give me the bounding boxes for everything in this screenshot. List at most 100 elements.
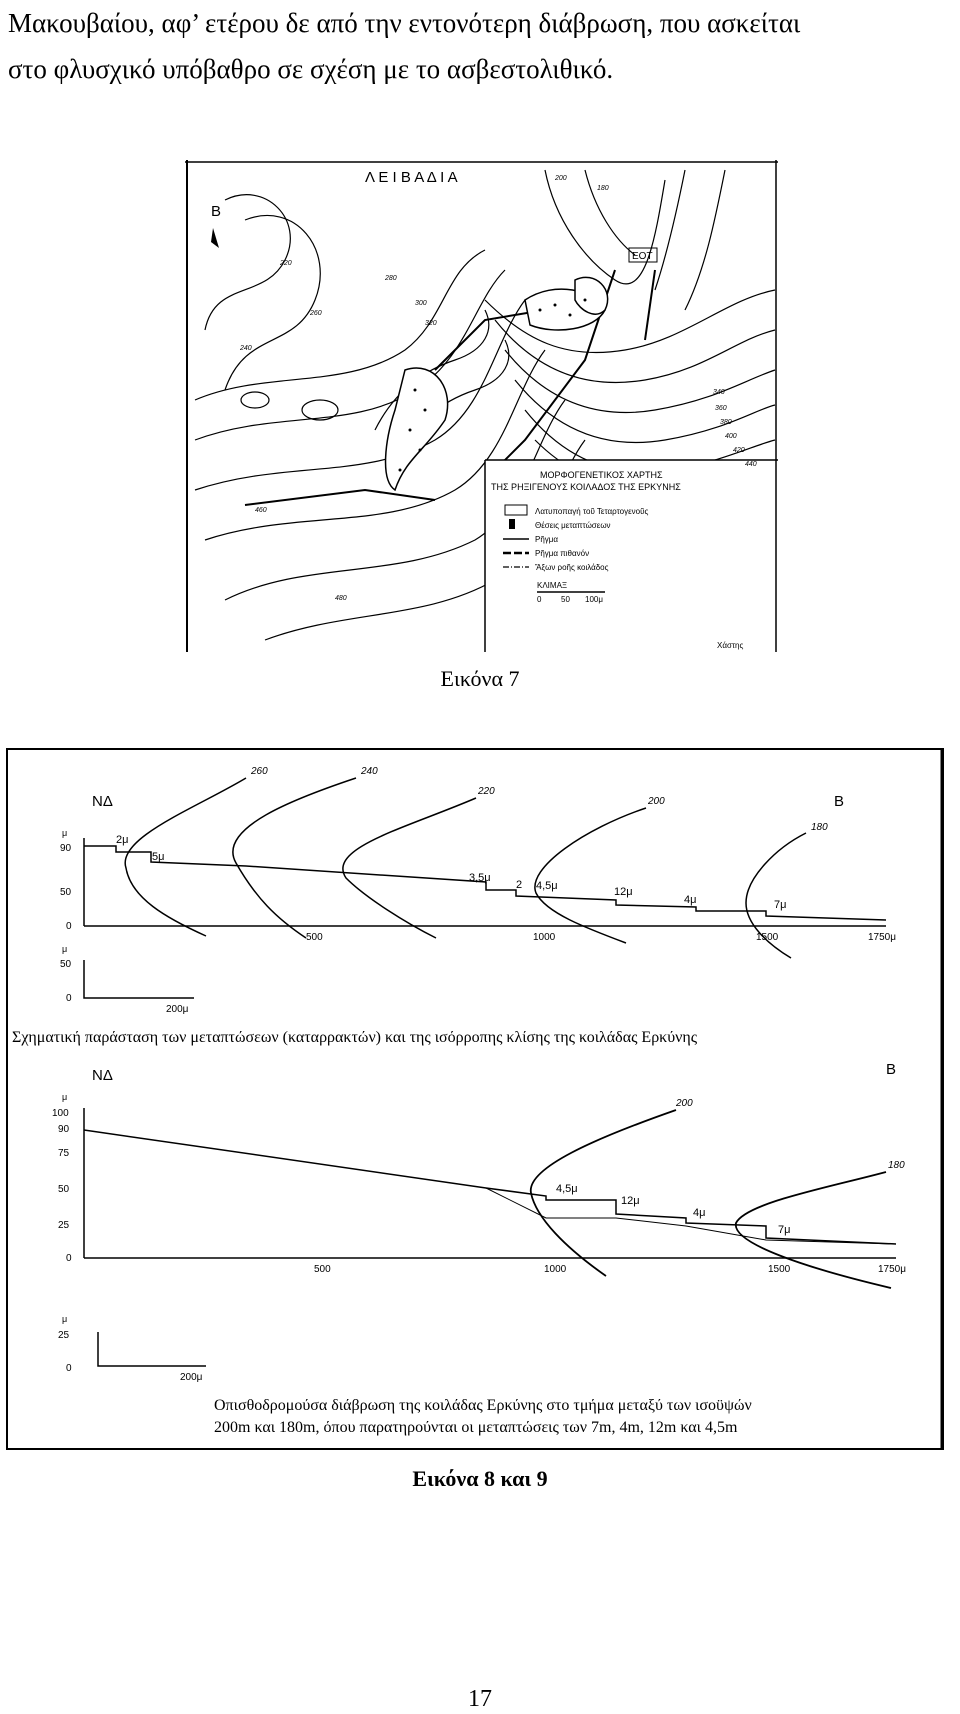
fig8-step-2m: 2μ — [116, 834, 128, 846]
fig8-x-tick-1750: 1750μ — [868, 932, 896, 943]
legend-title-2: ΤΗΣ ΡΗΞΙΓΕΝΟΥΣ ΚΟΙΛΑΔΟΣ ΤΗΣ ΕΡΚΥΝΗΣ — [491, 482, 681, 492]
fig8-y-tick-50: 50 — [60, 887, 72, 898]
fig8-step-7m: 7μ — [774, 899, 786, 911]
fig8-contour-220: 220 — [477, 786, 495, 797]
fig8-profile-line — [84, 845, 887, 921]
svg-text:480: 480 — [335, 595, 347, 602]
fig9-step-4m: 4μ — [693, 1207, 705, 1219]
longitudinal-profiles: ΝΔ Β μ 90 50 0 2μ 5μ 3,5μ 2 4,5μ 12μ 4μ … — [6, 748, 944, 1450]
fig9-scale-length: 200μ — [180, 1372, 203, 1383]
svg-text:180: 180 — [597, 185, 609, 192]
legend-item-2: Θέσεις μεταπτώσεων — [535, 521, 611, 530]
svg-text:420: 420 — [733, 447, 745, 454]
fig8-contours — [124, 777, 807, 959]
fig8-scale-tick-50: 50 — [60, 959, 72, 970]
page-number: 17 — [468, 1686, 492, 1712]
svg-text:320: 320 — [425, 320, 437, 327]
svg-text:400: 400 — [725, 433, 737, 440]
fig9-y-tick-100: 100 — [52, 1108, 69, 1119]
fig8-x-tick-500: 500 — [306, 932, 323, 943]
svg-text:280: 280 — [384, 275, 397, 282]
fig9-caption-line-1: Οπισθοδρομούσα διάβρωση της κοιλάδας Ερκ… — [214, 1397, 752, 1414]
fig8-x-tick-1000: 1000 — [533, 932, 556, 943]
fig9-step-7m: 7μ — [778, 1224, 790, 1236]
fig9-profile-line — [83, 1129, 897, 1245]
svg-text:440: 440 — [745, 461, 757, 468]
fig8-contour-260: 260 — [250, 766, 268, 777]
fig9-step-12m: 12μ — [621, 1195, 640, 1207]
fig8-step-5m: 5μ — [152, 851, 164, 863]
profile-figure-9: ΝΔ Β μ 100 90 75 50 25 0 4,5μ 12μ 4μ 7μ … — [52, 1061, 906, 1436]
svg-text:220: 220 — [279, 260, 292, 267]
fig9-scale-bar — [97, 1332, 206, 1367]
fig9-x-tick-1000: 1000 — [544, 1264, 567, 1275]
paragraph-line-1: Μακουβαίου, αφ’ ετέρου δε από την εντονό… — [8, 8, 801, 38]
svg-text:240: 240 — [239, 345, 252, 352]
svg-text:460: 460 — [255, 507, 267, 514]
map-north-label: Β — [211, 203, 221, 220]
legend-item-3: Ρῆγμα — [535, 535, 558, 544]
profile-figure-8: ΝΔ Β μ 90 50 0 2μ 5μ 3,5μ 2 4,5μ 12μ 4μ … — [12, 766, 896, 1046]
svg-text:360: 360 — [715, 405, 727, 412]
fig9-scale-tick-0: 0 — [66, 1363, 72, 1374]
map-author: Χάστης — [717, 641, 744, 650]
fig8-scale-bar — [83, 960, 194, 999]
fig8-x-tick-1500: 1500 — [756, 932, 779, 943]
fig9-x-tick-1500: 1500 — [768, 1264, 791, 1275]
legend-item-5: Ἄξων ροῆς κοιλάδος — [535, 563, 609, 572]
fig9-scale-unit: μ — [62, 1314, 67, 1324]
fig9-north-label: Β — [886, 1061, 896, 1078]
svg-text:340: 340 — [713, 389, 725, 396]
legend-item-4: Ρῆγμα πιθανόν — [535, 549, 589, 558]
ekt-label: ΕΟΤ — [632, 251, 653, 262]
fig9-y-tick-25: 25 — [58, 1220, 70, 1231]
morphogenetic-map: Λ Ε Ι Β Α Δ Ι Α Β ΕΟΤ — [185, 160, 778, 652]
fig9-sw-label: ΝΔ — [92, 1067, 113, 1084]
figure-8-9-caption: Εικόνα 8 και 9 — [412, 1466, 548, 1491]
svg-text:260: 260 — [309, 310, 322, 317]
paragraph-line-2: στο φλυσχικό υπόβαθρο σε σχέση με το ασβ… — [8, 54, 614, 84]
fig8-contour-180: 180 — [811, 822, 828, 833]
fig8-step-4-5m: 4,5μ — [536, 880, 558, 892]
fig9-scale-tick-25: 25 — [58, 1330, 70, 1341]
fig9-y-tick-90: 90 — [58, 1124, 70, 1135]
fig8-sw-label: ΝΔ — [92, 793, 113, 810]
fig8-scale-unit: μ — [62, 944, 67, 954]
fig9-x-tick-1750: 1750μ — [878, 1264, 906, 1275]
fig8-step-4m: 4μ — [684, 894, 696, 906]
fig8-y-unit: μ — [62, 828, 67, 838]
fig9-y-tick-75: 75 — [58, 1148, 70, 1159]
fig9-contour-180: 180 — [888, 1160, 905, 1171]
north-arrow-icon — [211, 228, 219, 248]
scale-value-100: 100μ — [585, 595, 603, 604]
fig8-step-2: 2 — [516, 879, 522, 891]
fig8-caption: Σχηματική παράσταση των μεταπτώσεων (κατ… — [12, 1029, 698, 1046]
fig8-y-tick-90: 90 — [60, 843, 72, 854]
scale-title: ΚΛΙΜΑΞ — [537, 581, 567, 590]
fig9-x-tick-500: 500 — [314, 1264, 331, 1275]
fig9-y-tick-50: 50 — [58, 1184, 70, 1195]
fig9-y-unit: μ — [62, 1092, 67, 1102]
svg-text:300: 300 — [415, 300, 427, 307]
fig8-step-3-5m: 3,5μ — [469, 872, 491, 884]
fig9-contours — [530, 1109, 892, 1289]
legend-item-1: Λατυποπαγή τοῦ Τεταρτογενοῦς — [535, 507, 648, 516]
map-top-label: Λ Ε Ι Β Α Δ Ι Α — [365, 169, 458, 186]
fig8-north-label: Β — [834, 793, 844, 810]
fig9-contour-200: 200 — [675, 1098, 693, 1109]
fig8-contour-200: 200 — [647, 796, 665, 807]
fig8-step-12m: 12μ — [614, 886, 633, 898]
fig8-scale-length: 200μ — [166, 1004, 189, 1015]
figure-7-caption: Εικόνα 7 — [440, 666, 520, 691]
fig8-contour-240: 240 — [360, 766, 378, 777]
fig9-step-4-5m: 4,5μ — [556, 1183, 578, 1195]
svg-text:380: 380 — [720, 419, 732, 426]
scale-value-0: 0 — [537, 595, 542, 604]
legend-knickpoint-symbol — [509, 519, 515, 529]
fig9-equilibrium-line — [485, 1187, 897, 1245]
fig8-scale-tick-0: 0 — [66, 993, 72, 1004]
fig8-y-tick-0: 0 — [66, 921, 72, 932]
fig9-caption-line-2: 200m και 180m, όπου παρατηρούνται οι μετ… — [214, 1419, 738, 1436]
svg-text:200: 200 — [554, 175, 567, 182]
contour-labels: 180 200 220 240 260 280 300 320 340 360 … — [239, 175, 757, 602]
